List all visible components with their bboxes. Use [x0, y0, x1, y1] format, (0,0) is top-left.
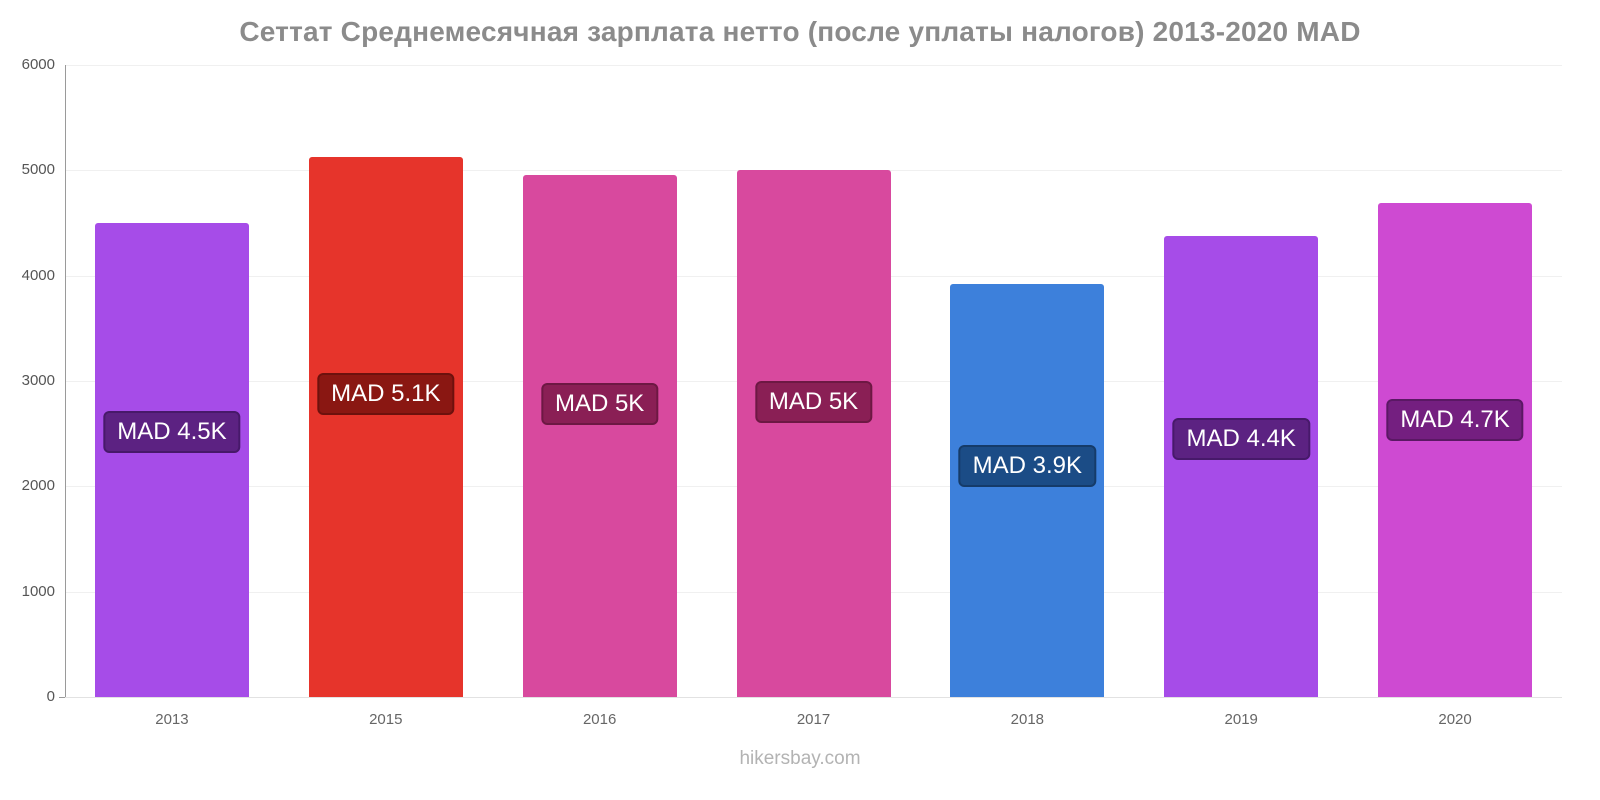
- y-axis-tick-label: 3000: [21, 372, 55, 389]
- chart-title: Сеттат Среднемесячная зарплата нетто (по…: [239, 16, 1361, 47]
- bar-2020[interactable]: [1378, 202, 1533, 697]
- y-axis-tick-label: 0: [46, 688, 55, 705]
- x-axis-tick-label: 2018: [1010, 711, 1045, 728]
- footer-watermark: hikersbay.com: [739, 748, 861, 769]
- y-axis-tick-label: 5000: [21, 161, 55, 179]
- gridline: [65, 65, 1562, 66]
- bar-value-label: MAD 4.5K: [103, 410, 241, 453]
- bar-value-label: MAD 4.4K: [1172, 417, 1310, 460]
- bar-value-label: MAD 4.7K: [1386, 399, 1524, 442]
- bar-value-label: MAD 5.1K: [317, 373, 455, 416]
- y-axis-tick-label: 2000: [21, 477, 55, 495]
- bar-2019[interactable]: [1164, 235, 1319, 697]
- bar-2016[interactable]: [522, 174, 677, 697]
- y-axis-line: [65, 65, 66, 697]
- bar-value-label: MAD 3.9K: [958, 444, 1097, 487]
- x-axis-tick-label: 2013: [155, 711, 189, 728]
- x-axis-tick-label: 2016: [582, 711, 617, 728]
- bar-2015[interactable]: [308, 156, 463, 697]
- y-axis-tick-label: 1000: [21, 582, 55, 600]
- x-axis-tick-label: 2020: [1438, 711, 1472, 728]
- bar-2017[interactable]: [736, 170, 891, 697]
- bar-2018[interactable]: [950, 284, 1105, 697]
- y-axis-tick-label: 6000: [21, 56, 55, 73]
- bar-value-label: MAD 5K: [540, 383, 659, 426]
- x-axis-tick-label: 2017: [796, 711, 831, 728]
- y-tick-mark: [59, 697, 65, 698]
- x-axis-tick-label: 2019: [1224, 711, 1258, 728]
- y-axis-tick-label: 4000: [21, 266, 55, 284]
- bar-2013[interactable]: [94, 223, 249, 697]
- bar-value-label: MAD 5K: [754, 381, 873, 424]
- x-axis-line: [65, 697, 1562, 698]
- x-axis-tick-label: 2015: [369, 711, 403, 728]
